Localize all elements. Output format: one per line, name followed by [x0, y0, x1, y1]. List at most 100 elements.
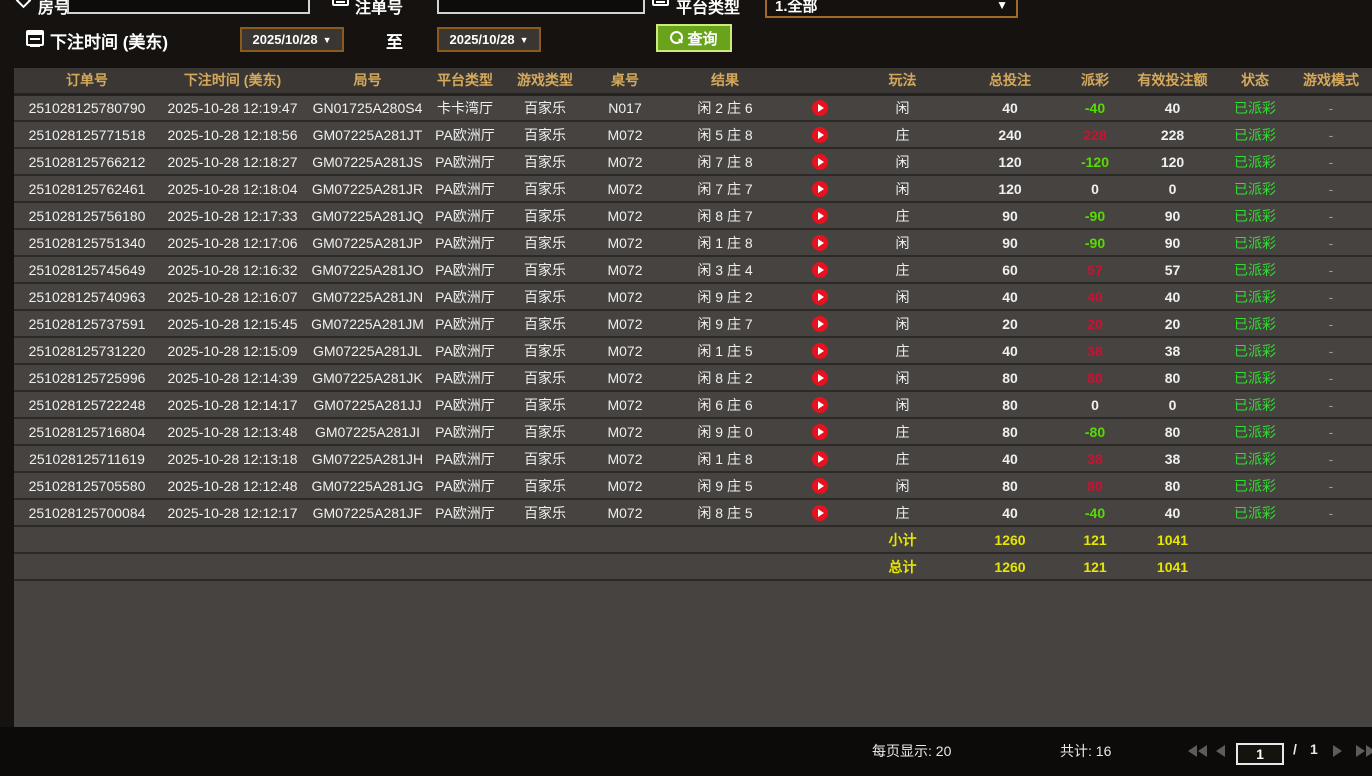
payout-cell: -90 [1065, 229, 1125, 257]
game-mode-cell: - [1290, 337, 1372, 365]
payout-cell: -40 [1065, 499, 1125, 527]
game-mode-cell: - [1290, 472, 1372, 500]
slip-number-input[interactable] [437, 0, 645, 14]
payout-cell: -90 [1065, 202, 1125, 230]
game-type-cell: 百家乐 [500, 472, 590, 500]
total-bet-cell: 40 [955, 445, 1065, 473]
valid-bet-cell: 80 [1125, 364, 1220, 392]
video-replay-icon[interactable] [812, 397, 828, 414]
room-label: 房号 [38, 0, 71, 17]
video-replay-icon[interactable] [812, 316, 828, 333]
replay-cell [790, 256, 850, 284]
valid-bet-cell: 57 [1125, 256, 1220, 284]
round-id-cell: GM07225A281JF [305, 499, 430, 527]
game-mode-cell: - [1290, 391, 1372, 419]
query-button[interactable]: 查询 [656, 24, 732, 52]
status-cell: 已派彩 [1220, 175, 1290, 203]
payout-cell: 38 [1065, 445, 1125, 473]
video-replay-icon[interactable] [812, 478, 828, 495]
valid-bet-cell: 38 [1125, 445, 1220, 473]
round-id-cell: GM07225A281JQ [305, 202, 430, 230]
room-input[interactable] [67, 0, 310, 14]
platform-cell: PA欧洲厅 [430, 310, 500, 338]
payout-cell: 0 [1065, 391, 1125, 419]
chevron-down-icon: ▼ [322, 34, 332, 45]
status-cell: 已派彩 [1220, 499, 1290, 527]
video-replay-icon[interactable] [812, 154, 828, 171]
bet-type-cell: 闲 [850, 229, 955, 257]
total-bet-cell: 80 [955, 472, 1065, 500]
table-no-cell: M072 [590, 229, 660, 257]
game-type-cell: 百家乐 [500, 337, 590, 365]
round-id-cell: GM07225A281JJ [305, 391, 430, 419]
result-cell: 闲 9 庄 5 [660, 472, 790, 500]
video-replay-icon[interactable] [812, 127, 828, 144]
video-replay-icon[interactable] [812, 235, 828, 252]
video-replay-icon[interactable] [812, 100, 828, 117]
bet-time-cell: 2025-10-28 12:13:18 [160, 445, 305, 473]
prev-page-button[interactable] [1216, 745, 1225, 757]
col-round-id: 局号 [305, 68, 430, 96]
order-id-cell: 251028125766212 [14, 148, 160, 176]
video-replay-icon[interactable] [812, 289, 828, 306]
summary-spacer [14, 553, 850, 581]
bet-time-cell: 2025-10-28 12:13:48 [160, 418, 305, 446]
table-row: 251028125771518 2025-10-28 12:18:56 GM07… [14, 121, 1372, 149]
order-id-cell: 251028125745649 [14, 256, 160, 284]
platform-cell: PA欧洲厅 [430, 256, 500, 284]
platform-cell: PA欧洲厅 [430, 148, 500, 176]
video-replay-icon[interactable] [812, 181, 828, 198]
result-cell: 闲 1 庄 8 [660, 229, 790, 257]
bet-time-cell: 2025-10-28 12:12:17 [160, 499, 305, 527]
page-number-input[interactable] [1236, 743, 1284, 765]
chevron-down-icon: ▼ [996, 0, 1008, 12]
last-page-button[interactable] [1356, 745, 1372, 757]
result-cell: 闲 2 庄 6 [660, 94, 790, 122]
table-no-cell: N017 [590, 94, 660, 122]
order-id-cell: 251028125751340 [14, 229, 160, 257]
bet-type-cell: 庄 [850, 418, 955, 446]
summary-status-empty [1220, 526, 1290, 554]
video-replay-icon[interactable] [812, 451, 828, 468]
video-replay-icon[interactable] [812, 370, 828, 387]
table-no-cell: M072 [590, 472, 660, 500]
date-from-picker[interactable]: 2025/10/28 ▼ [240, 27, 344, 52]
replay-cell [790, 472, 850, 500]
total-bet-cell: 80 [955, 418, 1065, 446]
col-payout: 派彩 [1065, 68, 1125, 96]
table-header-row: 订单号 下注时间 (美东) 局号 平台类型 游戏类型 桌号 结果 玩法 总投注 … [14, 68, 1372, 96]
payout-cell: 80 [1065, 472, 1125, 500]
status-cell: 已派彩 [1220, 202, 1290, 230]
platform-selected-value: 1.全部 [775, 0, 818, 15]
bet-time-cell: 2025-10-28 12:14:17 [160, 391, 305, 419]
video-replay-icon[interactable] [812, 262, 828, 279]
table-no-cell: M072 [590, 418, 660, 446]
records-table: 订单号 下注时间 (美东) 局号 平台类型 游戏类型 桌号 结果 玩法 总投注 … [14, 68, 1372, 581]
platform-select[interactable]: 1.全部 ▼ [765, 0, 1018, 18]
video-replay-icon[interactable] [812, 505, 828, 522]
video-replay-icon[interactable] [812, 424, 828, 441]
round-id-cell: GM07225A281JM [305, 310, 430, 338]
platform-cell: PA欧洲厅 [430, 175, 500, 203]
table-row: 251028125766212 2025-10-28 12:18:27 GM07… [14, 148, 1372, 176]
game-type-cell: 百家乐 [500, 283, 590, 311]
bet-type-cell: 闲 [850, 310, 955, 338]
total-bet-cell: 120 [955, 175, 1065, 203]
bet-type-cell: 闲 [850, 148, 955, 176]
table-no-cell: M072 [590, 310, 660, 338]
total-bet-cell: 120 [955, 148, 1065, 176]
video-replay-icon[interactable] [812, 343, 828, 360]
slip-icon [332, 0, 349, 6]
game-type-cell: 百家乐 [500, 499, 590, 527]
date-to-picker[interactable]: 2025/10/28 ▼ [437, 27, 541, 52]
total-bet-cell: 40 [955, 337, 1065, 365]
first-page-button[interactable] [1188, 745, 1207, 757]
video-replay-icon[interactable] [812, 208, 828, 225]
payout-cell: 38 [1065, 337, 1125, 365]
status-cell: 已派彩 [1220, 121, 1290, 149]
game-type-cell: 百家乐 [500, 202, 590, 230]
next-page-button[interactable] [1333, 745, 1342, 757]
valid-bet-cell: 40 [1125, 499, 1220, 527]
table-row: 251028125725996 2025-10-28 12:14:39 GM07… [14, 364, 1372, 392]
table-no-cell: M072 [590, 445, 660, 473]
